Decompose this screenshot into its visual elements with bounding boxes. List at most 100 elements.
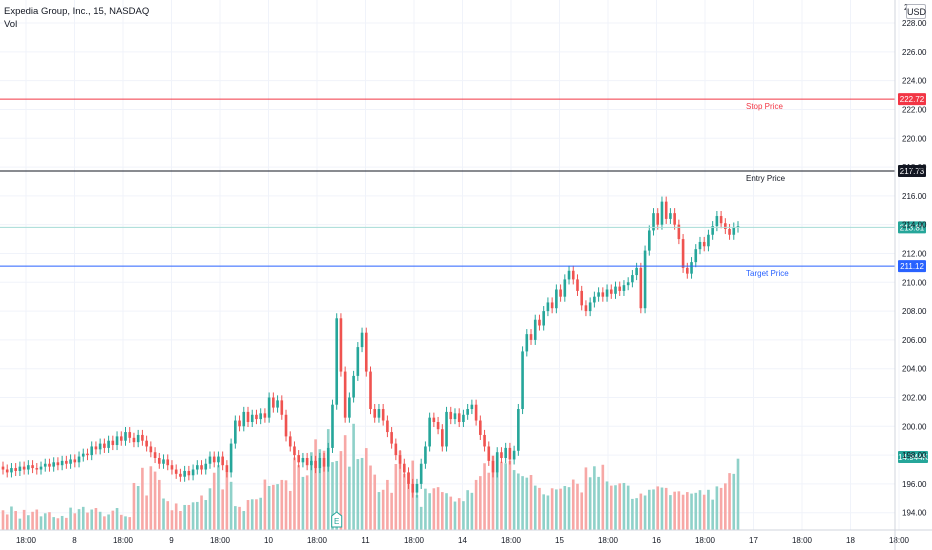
candle-body <box>284 414 288 437</box>
volume-bar <box>157 479 161 530</box>
candle-body <box>588 302 592 312</box>
candle-body <box>626 282 630 286</box>
volume-bar <box>631 498 634 530</box>
volume-bar <box>529 475 533 530</box>
candle-body <box>331 404 334 448</box>
candle-body <box>550 302 554 309</box>
candle-body <box>348 397 351 418</box>
candle-body <box>377 409 381 418</box>
volume-bar <box>234 506 237 530</box>
volume-bar <box>77 509 81 530</box>
volume-bar <box>711 499 714 530</box>
earnings-label: E <box>334 517 339 526</box>
volume-bar <box>538 487 541 530</box>
volume-bar <box>115 508 119 530</box>
candle-body <box>445 411 448 447</box>
candle-body <box>301 457 305 463</box>
volume-bar <box>103 516 106 530</box>
candle-body <box>373 409 377 418</box>
price-tag-label: 222.72 <box>900 95 925 104</box>
candle-body <box>352 375 355 398</box>
volume-bar <box>394 464 398 530</box>
candle-body <box>77 456 81 463</box>
candle-body <box>732 227 736 235</box>
candle-body <box>605 289 609 297</box>
volume-bar <box>369 465 372 530</box>
last-price-label: 213.81 <box>900 223 925 232</box>
candle-body <box>466 409 469 415</box>
candle-body <box>255 414 258 420</box>
volume-bar <box>508 460 512 530</box>
candle-body <box>521 351 524 410</box>
time-tick-label: 14 <box>458 536 467 545</box>
volume-bar <box>14 511 17 530</box>
order-line-label: Entry Price <box>746 174 786 183</box>
volume-bar <box>22 509 26 530</box>
price-tick-label: 212.00 <box>902 249 927 258</box>
candle-body <box>390 432 393 444</box>
candle-body <box>571 270 575 280</box>
volume-bar <box>686 492 689 530</box>
candle-body <box>719 216 723 224</box>
volume-bar <box>715 486 719 530</box>
candle-body <box>681 239 685 268</box>
volume-bar <box>479 476 482 530</box>
volume-bar <box>149 466 153 530</box>
volume-bar <box>517 473 520 530</box>
volume-bar <box>441 492 444 530</box>
candle-body <box>512 450 516 460</box>
time-tick-label: 18:00 <box>501 536 522 545</box>
candle-body <box>179 473 182 477</box>
volume-bar <box>635 498 638 530</box>
volume-bar <box>719 487 723 530</box>
earnings-marker[interactable]: E <box>331 511 343 528</box>
candle-body <box>246 411 250 422</box>
volume-bar <box>449 496 453 530</box>
candle-body <box>238 420 241 427</box>
candle-body <box>567 270 571 280</box>
candle-body <box>293 446 296 456</box>
candle-body <box>707 234 710 247</box>
volume-bar <box>225 472 229 530</box>
candle-body <box>276 400 279 408</box>
volume-bar <box>5 514 9 530</box>
candle-body <box>128 432 132 438</box>
volume-bar <box>639 493 643 530</box>
candle-body <box>124 432 127 441</box>
volume-bar <box>187 504 191 530</box>
candle-body <box>60 460 64 466</box>
volume-bar <box>576 483 579 530</box>
candle-body <box>90 446 94 456</box>
volume-bar <box>132 482 136 530</box>
candle-body <box>111 440 115 446</box>
candle-body <box>27 465 30 470</box>
volume-bar <box>436 487 440 530</box>
volume-bar <box>162 498 165 530</box>
order-line-label: Target Price <box>746 269 789 278</box>
candle-body <box>576 279 579 291</box>
volume-bar <box>381 489 385 530</box>
candle-body <box>470 404 474 410</box>
volume-bar <box>373 474 377 530</box>
candle-body <box>43 463 47 467</box>
candle-body <box>263 413 267 418</box>
volume-bar <box>255 499 258 530</box>
volume-bar <box>445 493 448 530</box>
volume-bar <box>504 463 507 530</box>
volume-bar <box>10 506 13 530</box>
volume-bar <box>360 457 364 530</box>
candle-body <box>310 460 313 466</box>
candle-body <box>411 483 415 493</box>
volume-bar <box>18 518 22 530</box>
volume-bar <box>597 476 600 530</box>
candle-body <box>217 456 220 463</box>
currency-chip[interactable]: USD <box>906 4 926 19</box>
candle-body <box>694 249 698 263</box>
volume-bar <box>310 452 313 530</box>
volume-bar <box>424 488 427 530</box>
time-tick-label: 18:00 <box>16 536 37 545</box>
candle-body <box>677 224 681 240</box>
volume-bar <box>326 429 330 530</box>
